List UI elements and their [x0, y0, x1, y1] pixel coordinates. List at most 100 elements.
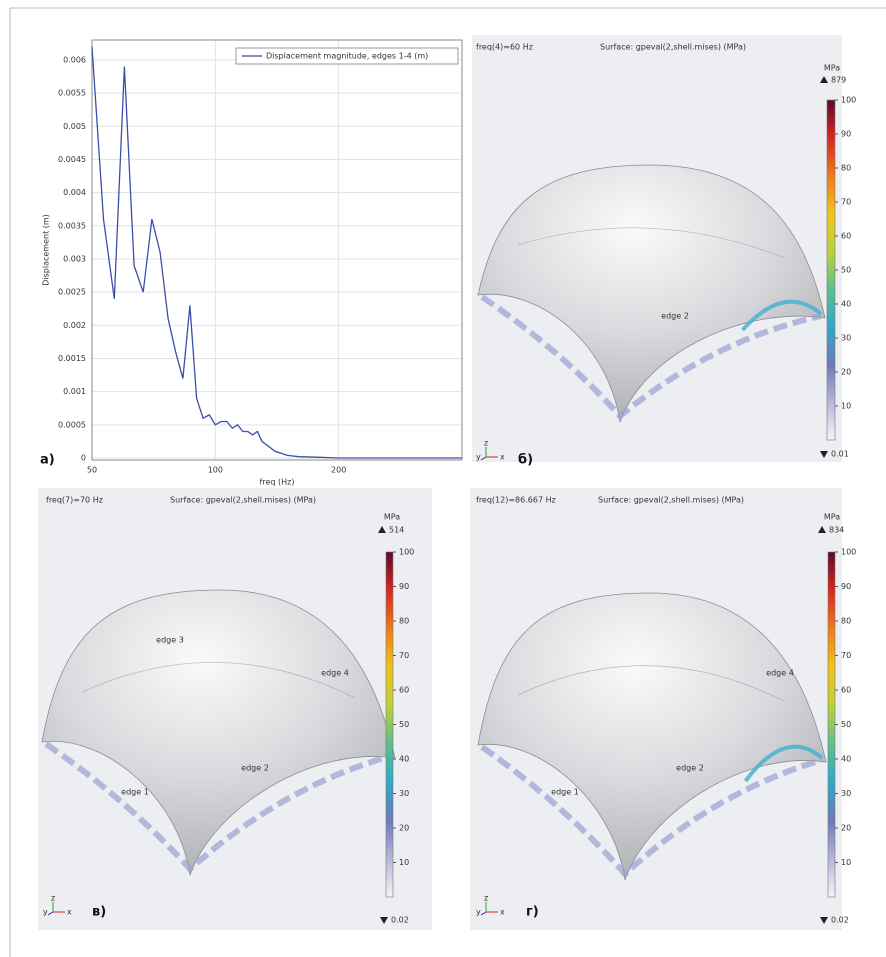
triad-axis — [480, 911, 487, 916]
colorbar-tick-label: 70 — [399, 651, 409, 660]
panel-label: в) — [92, 905, 106, 920]
y-tick-label: 0.002 — [63, 321, 86, 330]
colorbar-tick-label: 50 — [841, 720, 851, 729]
y-tick-label: 0.0045 — [58, 155, 86, 164]
colorbar-tick-label: 20 — [841, 368, 851, 377]
colorbar-tick-label: 40 — [841, 755, 851, 764]
edge-label: edge 4 — [321, 669, 349, 678]
colorbar-tick-label: 30 — [841, 334, 851, 343]
triad-axis — [47, 911, 54, 916]
y-tick-label: 0.005 — [63, 122, 86, 131]
plot-title: freq(4)=60 Hz — [476, 43, 533, 52]
edge-label: edge 3 — [156, 636, 184, 645]
triad-label: x — [500, 453, 505, 462]
colorbar-tick-label: 90 — [841, 130, 851, 139]
triad-label: y — [476, 453, 481, 462]
plot-frame — [91, 39, 463, 461]
legend-label: Displacement magnitude, edges 1-4 (m) — [266, 52, 428, 61]
legend-box — [235, 47, 459, 65]
edge-label: edge 2 — [661, 312, 689, 321]
data-line — [91, 46, 462, 459]
shell-surface — [41, 589, 396, 876]
stress-band — [44, 741, 392, 874]
plot-subtitle: Surface: gpeval(2,shell.mises) (MPa) — [170, 496, 316, 505]
plot-subtitle: Surface: gpeval(2,shell.mises) (MPa) — [598, 496, 744, 505]
x-tick-label: 50 — [87, 466, 97, 475]
colorbar-tick-label: 100 — [399, 548, 414, 557]
y-tick-label: 0.0015 — [58, 354, 86, 363]
y-tick-label: 0.0055 — [58, 89, 86, 98]
triad-label: y — [43, 908, 48, 917]
shell-surface — [477, 592, 827, 881]
colorbar-tick-label: 100 — [841, 96, 856, 105]
colorbar-tick-label: 30 — [841, 789, 851, 798]
max-value: 879 — [831, 76, 846, 85]
min-value: 0.02 — [391, 916, 409, 925]
panel-label: а) — [40, 453, 55, 468]
colorbar-tick-label: 30 — [399, 789, 409, 798]
max-marker — [818, 526, 826, 533]
colorbar-tick-label: 60 — [841, 232, 851, 241]
min-value: 0.02 — [831, 916, 849, 925]
triad-label: y — [476, 908, 481, 917]
y-tick-label: 0.006 — [63, 55, 86, 64]
edge-label: edge 2 — [676, 764, 704, 773]
edge-label: edge 4 — [766, 669, 794, 678]
colorbar-tick-label: 20 — [399, 824, 409, 833]
shell-surface — [477, 164, 826, 423]
edge-label: edge 1 — [121, 788, 149, 797]
min-marker — [820, 917, 828, 924]
max-value: 514 — [389, 526, 404, 535]
x-tick-label: 100 — [208, 466, 223, 475]
colorbar-tick-label: 10 — [841, 858, 851, 867]
colorbar-tick-label: 20 — [841, 824, 851, 833]
y-axis-label: Displacement (m) — [42, 214, 51, 286]
colorbar — [826, 99, 836, 441]
x-axis-label: freq (Hz) — [260, 478, 295, 487]
max-marker — [378, 526, 386, 533]
colorbar-tick-label: 90 — [399, 582, 409, 591]
colorbar-tick-label: 80 — [399, 617, 409, 626]
stress-band — [741, 299, 823, 332]
colorbar-label: MPa — [824, 513, 840, 522]
plot-title: freq(7)=70 Hz — [46, 496, 103, 505]
panel-label: г) — [526, 905, 539, 920]
triad-axis — [480, 456, 487, 461]
shell-crease — [517, 665, 787, 703]
triad-label: z — [484, 439, 488, 448]
colorbar-tick-label: 100 — [841, 548, 856, 557]
colorbar-label: MPa — [384, 513, 400, 522]
stress-band — [480, 744, 823, 879]
colorbar-tick-label: 40 — [841, 300, 851, 309]
y-tick-label: 0 — [81, 454, 86, 463]
y-tick-label: 0.0035 — [58, 221, 86, 230]
y-tick-label: 0.0025 — [58, 288, 86, 297]
min-marker — [820, 451, 828, 458]
colorbar-tick-label: 40 — [399, 755, 409, 764]
triad-label: x — [500, 908, 505, 917]
x-tick-label: 200 — [331, 466, 346, 475]
colorbar-tick-label: 50 — [841, 266, 851, 275]
plot-title: freq(12)=86.667 Hz — [476, 496, 556, 505]
colorbar-tick-label: 60 — [841, 686, 851, 695]
panel-label: б) — [518, 453, 533, 468]
max-marker — [820, 76, 828, 83]
shell-crease — [81, 662, 356, 699]
shell-crease — [517, 227, 786, 259]
colorbar-tick-label: 90 — [841, 582, 851, 591]
max-value: 834 — [829, 526, 844, 535]
colorbar-tick-label: 80 — [841, 164, 851, 173]
min-value: 0.01 — [831, 450, 849, 459]
y-tick-label: 0.001 — [63, 387, 86, 396]
stress-band — [480, 294, 822, 421]
y-tick-label: 0.004 — [63, 188, 86, 197]
triad-label: z — [484, 894, 488, 903]
plot-panel — [38, 20, 468, 470]
edge-label: edge 2 — [241, 764, 269, 773]
triad-label: x — [67, 908, 72, 917]
colorbar-tick-label: 80 — [841, 617, 851, 626]
colorbar — [827, 551, 836, 898]
y-tick-label: 0.0005 — [58, 420, 86, 429]
